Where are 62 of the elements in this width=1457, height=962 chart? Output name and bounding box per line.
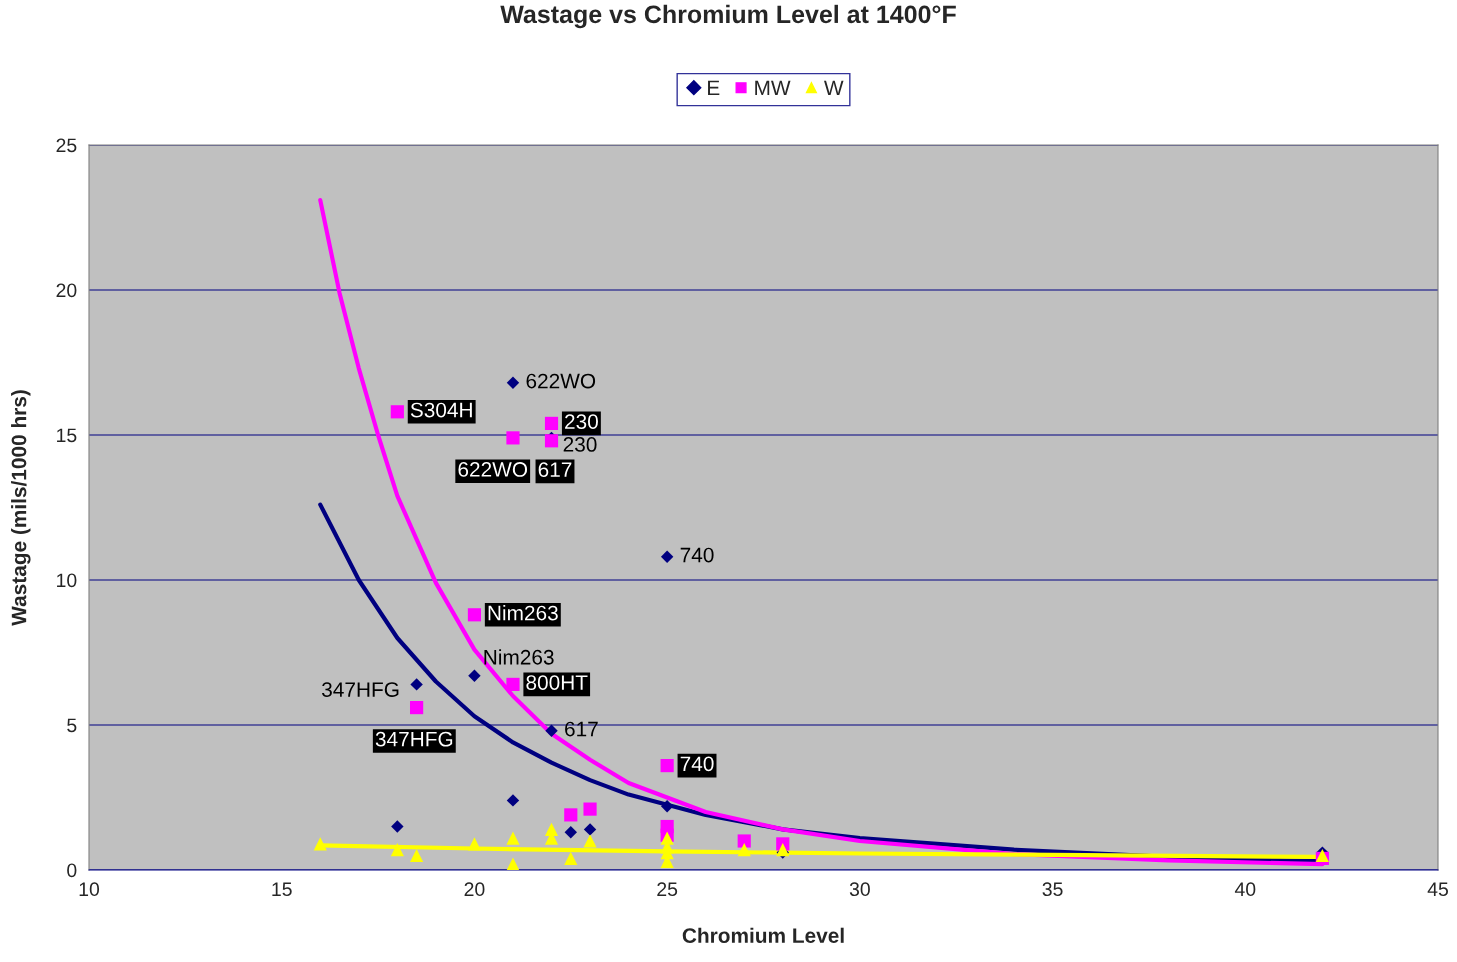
point	[410, 701, 424, 715]
point	[660, 799, 674, 813]
annotation: 740	[680, 756, 714, 772]
point	[545, 724, 558, 738]
point	[660, 759, 674, 773]
annotation: 230	[563, 437, 597, 452]
point	[410, 848, 424, 863]
y-tick-label: 25	[56, 138, 77, 153]
x-tick-label: 40	[1234, 882, 1256, 897]
annotation: 740	[680, 547, 714, 563]
y-tick-label: 15	[57, 428, 77, 443]
x-tick-label: 10	[79, 882, 100, 897]
point	[506, 431, 520, 445]
point	[390, 405, 404, 419]
annotation: S304H	[410, 402, 472, 418]
point	[583, 834, 597, 848]
point	[467, 608, 482, 622]
annotation: 622WO	[526, 373, 596, 389]
y-tick-label: 0	[67, 863, 77, 878]
point	[506, 376, 520, 390]
legend-label: W	[824, 80, 844, 96]
point	[737, 843, 751, 857]
point	[313, 837, 327, 851]
annotation: 617	[565, 721, 598, 737]
point	[506, 831, 520, 845]
annotation: 622WO	[458, 462, 528, 477]
annotation: 347HFG	[375, 731, 453, 747]
point	[506, 794, 520, 807]
x-tick-label: 35	[1042, 882, 1063, 897]
point	[583, 823, 597, 836]
annotation: Nim263	[484, 649, 554, 665]
x-tick-label: 15	[272, 882, 292, 897]
x-axis-title: Chromium Level	[682, 927, 844, 944]
annotation: Nim263	[488, 605, 558, 621]
x-tick-label: 20	[464, 882, 485, 897]
annotation: 617	[538, 462, 572, 477]
chart-title: Wastage vs Chromium Level at 1400°F	[500, 4, 956, 29]
point	[391, 820, 404, 833]
point	[468, 669, 481, 682]
y-axis-title: Wastage (mils/1000 hrs)	[11, 390, 31, 626]
x-tick-label: 25	[657, 882, 678, 897]
point	[467, 837, 482, 851]
legend-label: MW	[755, 80, 791, 96]
point	[506, 677, 520, 691]
y-tick-label: 10	[57, 573, 77, 588]
point	[583, 802, 597, 816]
point	[564, 826, 577, 839]
point	[564, 808, 578, 822]
annotation: 230	[565, 414, 598, 429]
x-tick-label: 30	[849, 882, 870, 897]
y-tick-label: 20	[56, 283, 77, 298]
point	[660, 550, 674, 564]
x-tick-label: 45	[1427, 882, 1448, 897]
point	[737, 834, 751, 848]
point	[410, 678, 423, 691]
point	[390, 843, 404, 857]
y-tick-label: 5	[67, 718, 77, 733]
annotation: 800HT	[526, 675, 588, 690]
annotation: 347HFG	[322, 682, 399, 697]
point	[564, 851, 578, 865]
point	[544, 416, 559, 430]
legend-label: E	[708, 80, 720, 96]
